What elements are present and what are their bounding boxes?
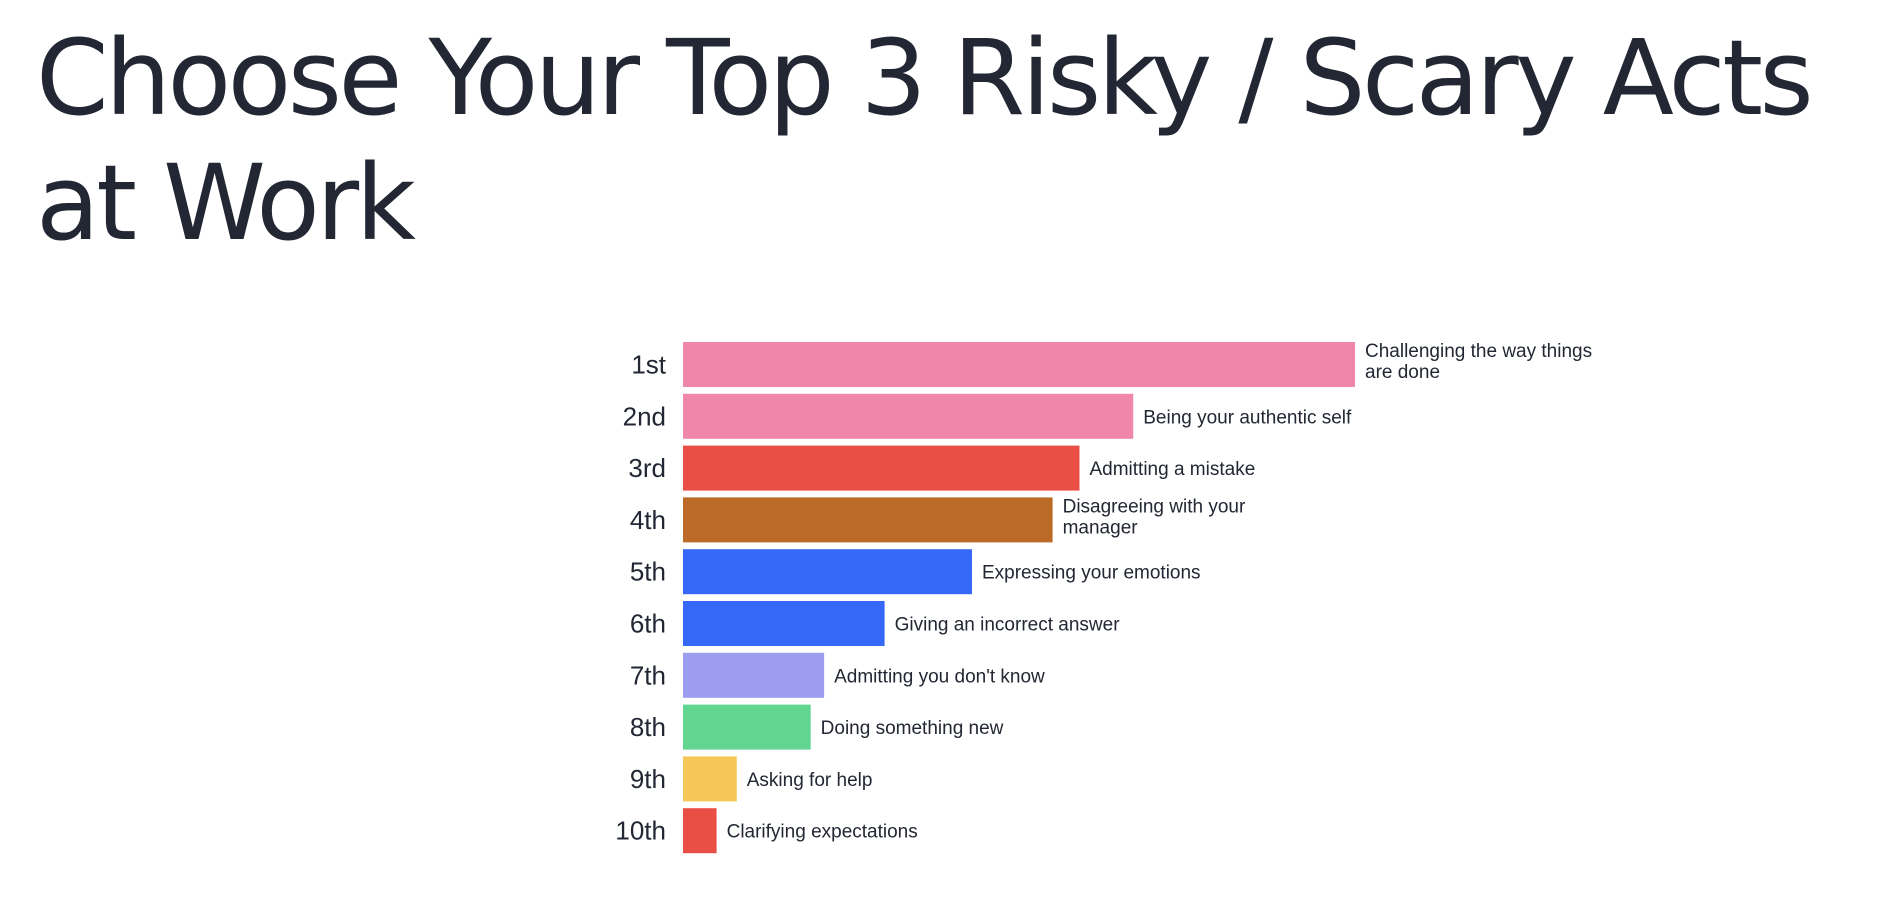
rank-label: 5th: [630, 557, 666, 587]
bar: [683, 549, 972, 595]
bar-label: Challenging the way things: [1365, 341, 1592, 362]
bar-label: Doing something new: [821, 718, 1004, 739]
bar-label: Admitting you don't know: [834, 666, 1045, 687]
bar-label: Asking for help: [747, 770, 873, 791]
rank-label: 8th: [630, 712, 666, 742]
rank-label: 6th: [630, 609, 666, 639]
bar: [683, 808, 717, 854]
bar-label: Giving an incorrect answer: [895, 615, 1121, 636]
bar-label: are done: [1365, 362, 1440, 383]
chart-title: Choose Your Top 3 Risky / Scary Acts at …: [36, 17, 1814, 264]
rank-label: 9th: [630, 764, 666, 794]
bar-label: Disagreeing with your: [1063, 496, 1246, 517]
rank-label: 3rd: [628, 453, 666, 483]
bar-label: Admitting a mistake: [1089, 459, 1255, 480]
rank-label: 1st: [631, 350, 666, 380]
bar: [683, 704, 811, 750]
rank-label: 10th: [615, 816, 666, 846]
bar-label: Being your authentic self: [1143, 407, 1352, 428]
bar: [683, 393, 1134, 439]
bar: [683, 756, 737, 802]
bar-label: Expressing your emotions: [982, 563, 1201, 584]
bar-label: Clarifying expectations: [727, 822, 918, 843]
bar: [683, 601, 885, 646]
bar: [683, 497, 1053, 543]
rank-label: 4th: [630, 505, 666, 535]
bar-label: manager: [1063, 517, 1139, 538]
rank-label: 7th: [630, 660, 666, 690]
bar: [683, 652, 825, 698]
bar: [683, 445, 1080, 491]
rank-label: 2nd: [623, 401, 666, 431]
bar: [683, 342, 1355, 387]
